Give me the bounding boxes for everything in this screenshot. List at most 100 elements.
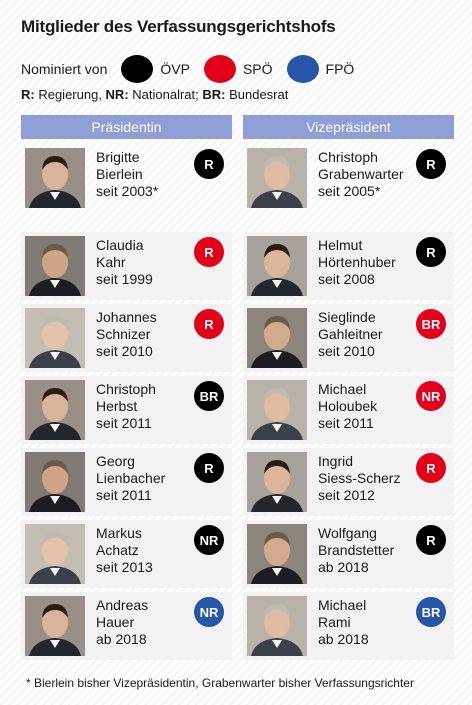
member-since: seit 2012 [318, 487, 375, 503]
member-first-name: Michael [318, 381, 367, 397]
legend-label: Nominiert von [21, 61, 108, 77]
member-since: ab 2018 [318, 559, 369, 575]
nomination-badge: R [416, 237, 446, 267]
member-since: seit 2010 [318, 343, 375, 359]
nomination-badge: R [194, 309, 224, 339]
portrait-image [247, 452, 307, 512]
member-card: Andreas Hauer ab 2018 NR [21, 592, 232, 660]
member-since: seit 2011 [96, 487, 152, 503]
member-first-name: Wolfgang [318, 525, 377, 541]
member-card: Ingrid Siess-Scherz seit 2012 R [243, 448, 454, 516]
nomination-badge: BR [416, 597, 446, 627]
member-info: Claudia Kahr seit 1999 [96, 237, 153, 288]
member-last-name: Hörtenhuber [318, 254, 396, 270]
member-first-name: Claudia [96, 237, 144, 253]
member-last-name: Grabenwarter [318, 166, 404, 182]
portrait-image [25, 148, 85, 208]
member-since: ab 2018 [96, 631, 147, 647]
member-last-name: Hauer [96, 614, 135, 630]
abbrev-key: BR: [202, 87, 226, 102]
member-photo [247, 308, 307, 368]
member-last-name: Holoubek [318, 398, 378, 414]
abbrev-text: Bundesrat [225, 87, 289, 102]
abbrev-key: NR: [105, 87, 129, 102]
member-since: seit 2011 [318, 415, 374, 431]
member-info: Helmut Hörtenhuber seit 2008 [318, 237, 396, 288]
abbreviation-legend: R: Regierung, NR: Nationalrat; BR: Bunde… [21, 87, 288, 102]
legend-item-fpoe: FPÖ [286, 55, 355, 83]
nomination-badge: R [194, 453, 224, 483]
nomination-badge: BR [416, 309, 446, 339]
portrait-image [247, 148, 307, 208]
page-title: Mitglieder des Verfassungsgerichtshofs [21, 17, 336, 36]
member-since: seit 2011 [96, 415, 152, 431]
member-photo [25, 596, 85, 656]
member-last-name: Lienbacher [96, 470, 166, 486]
member-since: ab 2018 [318, 631, 369, 647]
footnote: * Bierlein bisher Vizepräsidentin, Grabe… [26, 676, 414, 690]
portrait-image [247, 308, 307, 368]
nomination-badge: NR [416, 381, 446, 411]
portrait-image [247, 380, 307, 440]
member-photo [25, 380, 85, 440]
member-card: Christoph Herbst seit 2011 BR [21, 376, 232, 444]
member-last-name: Bierlein [96, 166, 143, 182]
member-card: Markus Achatz seit 2013 NR [21, 520, 232, 588]
member-first-name: Sieglinde [318, 309, 376, 325]
member-since: seit 2010 [96, 343, 153, 359]
member-card: Sieglinde Gahleitner seit 2010 BR [243, 304, 454, 372]
member-card: Johannes Schnizer seit 2010 R [21, 304, 232, 372]
legend-item-label: FPÖ [325, 61, 355, 77]
member-card: Brigitte Bierlein seit 2003* R [21, 144, 232, 212]
portrait-image [247, 236, 307, 296]
member-photo [247, 452, 307, 512]
nomination-badge: R [416, 525, 446, 555]
member-info: Brigitte Bierlein seit 2003* [96, 149, 158, 200]
member-since: seit 2003* [96, 183, 159, 199]
oevp-color-dot [121, 55, 154, 83]
member-first-name: Georg [96, 453, 135, 469]
member-info: Markus Achatz seit 2013 [96, 525, 153, 576]
member-info: Wolfgang Brandstetter ab 2018 [318, 525, 394, 576]
spoe-color-dot [203, 55, 236, 83]
member-info: Christoph Herbst seit 2011 [96, 381, 156, 432]
member-first-name: Helmut [318, 237, 363, 253]
member-card: Georg Lienbacher seit 2011 R [21, 448, 232, 516]
member-card: Michael Rami ab 2018 BR [243, 592, 454, 660]
member-photo [25, 148, 85, 208]
member-photo [25, 308, 85, 368]
abbrev-key: R: [21, 87, 35, 102]
nomination-badge: R [194, 237, 224, 267]
member-info: Georg Lienbacher seit 2011 [96, 453, 165, 504]
member-since: seit 1999 [96, 271, 153, 287]
member-since: seit 2013 [96, 559, 153, 575]
member-since: seit 2005* [318, 183, 381, 199]
vice-president-column-header: Vizepräsident [243, 115, 454, 139]
nomination-badge: R [416, 149, 446, 179]
nomination-badge: R [416, 453, 446, 483]
member-card: Helmut Hörtenhuber seit 2008 R [243, 232, 454, 300]
member-card: Michael Holoubek seit 2011 NR [243, 376, 454, 444]
member-first-name: Brigitte [96, 149, 140, 165]
member-info: Michael Rami ab 2018 [318, 597, 369, 648]
member-info: Sieglinde Gahleitner seit 2010 [318, 309, 383, 360]
nomination-badge: BR [194, 381, 224, 411]
member-card: Wolfgang Brandstetter ab 2018 R [243, 520, 454, 588]
member-photo [25, 524, 85, 584]
member-info: Christoph Grabenwarter seit 2005* [318, 149, 404, 200]
member-first-name: Christoph [96, 381, 156, 397]
member-card: Christoph Grabenwarter seit 2005* R [243, 144, 454, 212]
portrait-image [25, 236, 85, 296]
member-last-name: Achatz [96, 542, 139, 558]
member-last-name: Kahr [96, 254, 126, 270]
portrait-image [25, 380, 85, 440]
fpoe-color-dot [286, 55, 319, 83]
member-first-name: Andreas [96, 597, 149, 613]
legend-item-label: SPÖ [242, 61, 273, 77]
member-photo [247, 380, 307, 440]
legend: Nominiert von ÖVP SPÖ FPÖ [21, 54, 368, 84]
abbrev-text: Regierung, [34, 87, 106, 102]
member-photo [247, 148, 307, 208]
portrait-image [25, 452, 85, 512]
legend-item-oevp: ÖVP [121, 55, 190, 83]
